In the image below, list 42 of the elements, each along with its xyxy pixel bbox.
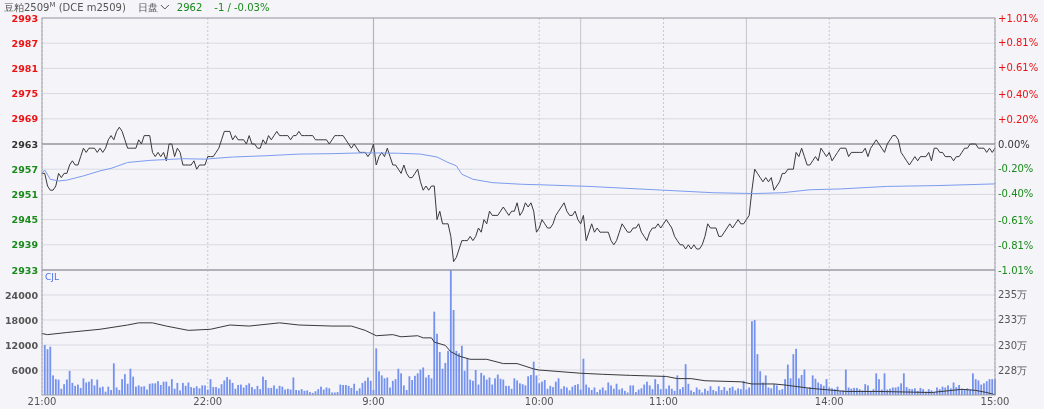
y2-tick-label: -0.20%	[998, 163, 1034, 175]
chart-title: 豆粕2509$^{M}$ (DCE m2509)	[4, 1, 126, 13]
x-tick-label: 21:00	[27, 396, 57, 407]
y-tick-label: 6000	[11, 364, 39, 376]
x-tick-label: 14:00	[814, 396, 844, 407]
y2-tick-label: +1.01%	[998, 12, 1039, 24]
chart-subtitle: 日盘	[137, 2, 158, 13]
y2-tick-label: 235万	[998, 289, 1028, 301]
y2-tick-label: -0.81%	[998, 239, 1034, 251]
y-tick-label: 2981	[11, 62, 38, 74]
y2-tick-label: -1.01%	[998, 264, 1034, 276]
y2-tick-label: -0.61%	[998, 214, 1034, 226]
x-tick-label: 11:00	[649, 396, 678, 407]
y-tick-label: 2939	[11, 239, 38, 251]
annotation: CJL	[45, 272, 59, 282]
y-tick-label: 18000	[4, 314, 39, 326]
text: 2962	[176, 2, 203, 13]
y2-tick-label: +0.81%	[998, 37, 1039, 49]
y-tick-label: 2969	[11, 113, 38, 125]
y-tick-label: 2957	[11, 163, 38, 175]
x-tick-label: 22:00	[193, 396, 223, 407]
y-tick-label: 2993	[11, 12, 38, 24]
y2-tick-label: 230万	[998, 339, 1028, 351]
x-tick-label: 9:00	[362, 396, 385, 407]
y-tick-label: 2987	[11, 37, 38, 49]
y-tick-label: 12000	[4, 339, 39, 351]
y2-tick-label: +0.40%	[998, 88, 1039, 100]
x-tick-label: 15:00	[980, 396, 1010, 407]
text: -1 / -0.03%	[214, 2, 270, 13]
y-tick-label: 2951	[11, 188, 38, 200]
y2-tick-label: 228万	[998, 364, 1028, 376]
y2-tick-label: 0.00%	[998, 138, 1030, 150]
x-tick-label: 10:00	[524, 396, 554, 407]
y2-tick-label: +0.20%	[998, 113, 1039, 125]
y-tick-label: 24000	[4, 289, 39, 301]
y2-tick-label: 233万	[998, 314, 1028, 326]
y2-tick-label: -0.40%	[998, 188, 1034, 200]
y2-tick-label: +0.61%	[998, 62, 1039, 74]
y-tick-label: 2933	[11, 264, 38, 276]
y-tick-label: 2975	[11, 88, 38, 100]
y-tick-label: 2963	[11, 138, 38, 150]
y-tick-label: 2945	[11, 214, 38, 226]
